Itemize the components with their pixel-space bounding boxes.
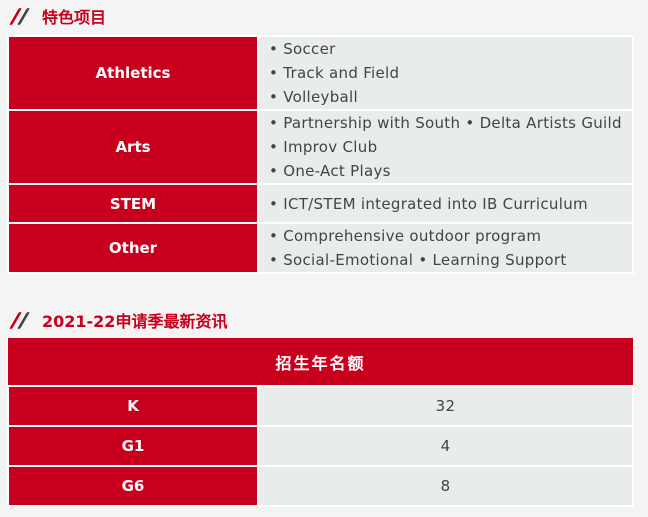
double-slash-icon — [8, 6, 30, 26]
table-row: Arts • Partnership with South • Delta Art… — [7, 109, 634, 185]
grade-cell: K — [7, 385, 259, 427]
table-row: STEM • ICT/STEM integrated into IB Curric… — [7, 183, 634, 224]
count-cell: 32 — [257, 385, 634, 427]
list-item: • Comprehensive outdoor program — [269, 227, 542, 245]
list-item: • One-Act Plays — [269, 162, 391, 180]
list-item: • Soccer — [269, 40, 336, 58]
row-items: • ICT/STEM integrated into IB Curriculum — [257, 183, 634, 224]
row-label: STEM — [7, 183, 259, 224]
table-header: 招生年名额 — [8, 338, 633, 386]
list-item: • ICT/STEM integrated into IB Curriculum — [269, 194, 588, 213]
section-heading-admissions: 2021-22申请季最新资讯 — [8, 308, 227, 332]
table-row: K 32 — [7, 385, 634, 427]
section-title: 2021-22申请季最新资讯 — [42, 312, 228, 331]
table-row: G6 8 — [7, 465, 634, 507]
count-cell: 8 — [257, 465, 634, 507]
row-items: • Soccer • Track and Field • Volleyball — [257, 35, 634, 111]
section-title: 特色项目 — [42, 8, 107, 27]
list-item: • Volleyball — [269, 88, 358, 106]
row-items: • Comprehensive outdoor program • Social-… — [257, 222, 634, 274]
list-item: • Partnership with South • Delta Artists… — [269, 114, 622, 132]
row-label: Other — [7, 222, 259, 274]
row-items: • Partnership with South • Delta Artists… — [257, 109, 634, 185]
list-item: • Track and Field — [269, 64, 400, 82]
row-label: Athletics — [7, 35, 259, 111]
grade-cell: G1 — [7, 425, 259, 467]
admissions-table: 招生年名额 K 32 G1 4 G6 8 — [7, 338, 634, 507]
double-slash-icon — [8, 310, 30, 330]
grade-cell: G6 — [7, 465, 259, 507]
table-row: Athletics • Soccer • Track and Field • Voll… — [7, 35, 634, 111]
count-cell: 4 — [257, 425, 634, 467]
row-label: Arts — [7, 109, 259, 185]
list-item: • Social-Emotional • Learning Support — [269, 251, 567, 269]
section-heading-features: 特色项目 — [8, 4, 106, 28]
list-item: • Improv Club — [269, 138, 378, 156]
table-row: G1 4 — [7, 425, 634, 467]
features-table: Athletics • Soccer • Track and Field • Voll… — [7, 35, 634, 274]
table-row: Other • Comprehensive outdoor program • So… — [7, 222, 634, 274]
